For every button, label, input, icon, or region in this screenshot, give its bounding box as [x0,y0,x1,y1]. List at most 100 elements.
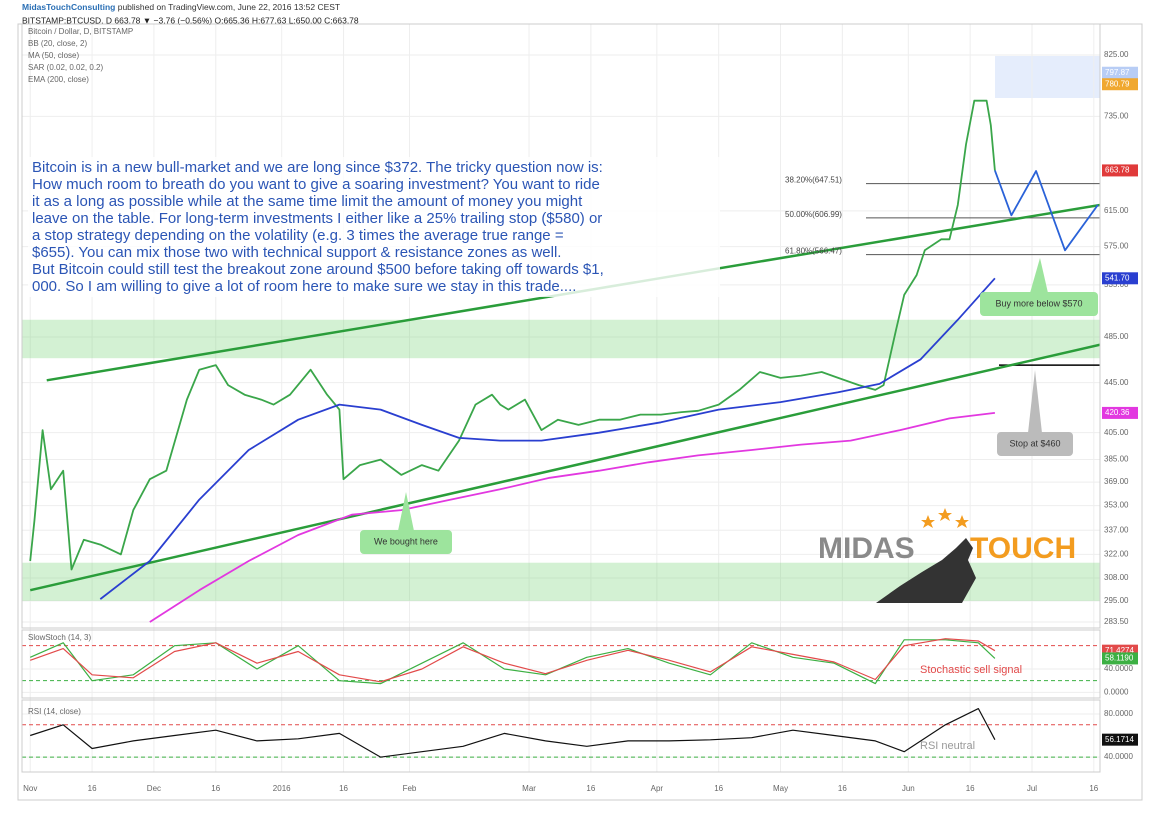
zone [22,319,1100,359]
y-tick-label: 337.00 [1104,525,1129,534]
pane-0 [22,54,1100,623]
y-tick-label: 535.00 [1104,280,1129,289]
x-tick-label: 16 [211,784,220,793]
callout-text: Buy more below $570 [995,298,1082,308]
x-tick-label: 16 [1089,784,1098,793]
y-tick-label: 385.00 [1104,455,1129,464]
pane-border [21,23,1101,629]
fib-label: 38.20%(647.51) [785,176,842,185]
series-line [29,638,996,683]
x-tick-label: 16 [966,784,975,793]
last-value-label: 780.79 [1105,79,1130,88]
commentary: Bitcoin is in a new bull-market and we a… [32,159,604,295]
logo-bull [876,538,976,603]
last-value-label: 56.1714 [1105,735,1134,744]
x-tick-label: Jul [1027,784,1037,793]
y-tick-label: 40.0000 [1104,752,1133,761]
x-tick-label: 2016 [273,784,291,793]
x-tick-label: May [773,784,788,793]
x-tick-label: 16 [339,784,348,793]
logo-star [938,508,952,521]
legend-entry: EMA (200, close) [28,75,89,84]
pane-border [21,629,1101,699]
pane-border [21,699,1101,773]
last-value-label: 663.78 [1105,166,1130,175]
callout-box [980,292,1098,316]
y-tick-label: 485.00 [1104,332,1129,341]
legend-entry: MA (50, close) [28,51,79,60]
series-line [149,412,996,623]
y-tick-label: 295.00 [1104,596,1129,605]
range-box [995,56,1100,98]
x-tick-label: Jun [902,784,915,793]
published: published on TradingView.com, June 22, 2… [118,2,340,12]
y-tick-label: 308.00 [1104,573,1129,582]
callout-box [997,432,1073,456]
y-tick-label: 575.00 [1104,242,1129,251]
series-line [29,639,996,685]
legend-entry: BB (20, close, 2) [28,39,87,48]
pane-title: RSI (14, close) [28,707,81,716]
last-value-label: 71.4274 [1105,646,1134,655]
pane-title: SlowStoch (14, 3) [28,633,91,642]
series-line [99,277,996,600]
x-tick-label: 16 [586,784,595,793]
commentary-line: it as a long as possible while at the sa… [32,193,583,210]
logo-star [921,515,935,528]
last-value-tag [1102,164,1138,177]
callout-text: Stop at $460 [1009,438,1060,448]
last-value-label: 797.87 [1105,68,1130,77]
author: MidasTouchConsulting [22,2,115,12]
y-tick-label: 353.00 [1104,501,1129,510]
plot-layer: Nov 16 Dec 16 2016 16 Feb Mar 16 Apr 16 May 16 Jun 16 J… [21,23,1138,793]
logo-star [955,515,969,528]
callout-text: We bought here [374,536,438,546]
x-tick-label: Feb [403,784,417,793]
commentary-line: leave on the table. For long-term invest… [32,210,602,227]
x-tick-label: Dec [147,784,161,793]
y-tick-label: 825.00 [1104,50,1129,59]
y-tick-label: 445.00 [1104,378,1129,387]
commentary-line: 000. So I am willing to give a lot of ro… [32,278,576,295]
last-value-tag [1102,66,1138,79]
last-value-tag [1102,406,1138,419]
logo: MIDAS TOUCH [818,508,1076,603]
commentary-line: How much room to breath do you want to g… [32,176,600,193]
commentary-bg [28,157,720,297]
series-line [30,708,996,758]
callout-pointer [398,492,414,531]
x-tick-label: 16 [838,784,847,793]
commentary-line: But Bitcoin could still test the breakou… [32,261,604,278]
series-line [994,170,1099,252]
y-tick-label: 80.0000 [1104,709,1133,718]
y-tick-label: 735.00 [1104,111,1129,120]
callout-buy: Buy more below $570 [980,258,1098,316]
logo-right: TOUCH [970,532,1076,565]
pane-annotation: Stochastic sell signal [920,664,1022,676]
callout-pointer [1028,370,1042,433]
commentary-line: Bitcoin is in a new bull-market and we a… [32,159,603,176]
x-tick-label: 16 [714,784,723,793]
pane-annotation: RSI neutral [920,740,975,752]
last-value-label: 541.70 [1105,273,1130,282]
y-tick-label: 40.0000 [1104,664,1133,673]
last-value-tag [1102,733,1138,746]
legend-entry: SAR (0.02, 0.02, 0.2) [28,63,103,72]
pane-2 [22,708,1100,758]
logo-left: MIDAS [818,532,915,565]
y-tick-label: 0.0000 [1104,687,1129,696]
last-value-tag [1102,272,1138,285]
callout-pointer [1030,258,1048,293]
last-value-tag [1102,78,1138,91]
header-line: MidasTouchConsulting published on Tradin… [22,2,340,12]
x-tick-label: Mar [522,784,536,793]
y-tick-label: 322.00 [1104,550,1129,559]
callout-box [360,530,452,554]
y-tick-label: 283.50 [1104,617,1129,626]
last-value-label: 58.1190 [1105,654,1134,663]
y-tick-label: 615.00 [1104,206,1129,215]
last-value-tag [1102,652,1138,665]
